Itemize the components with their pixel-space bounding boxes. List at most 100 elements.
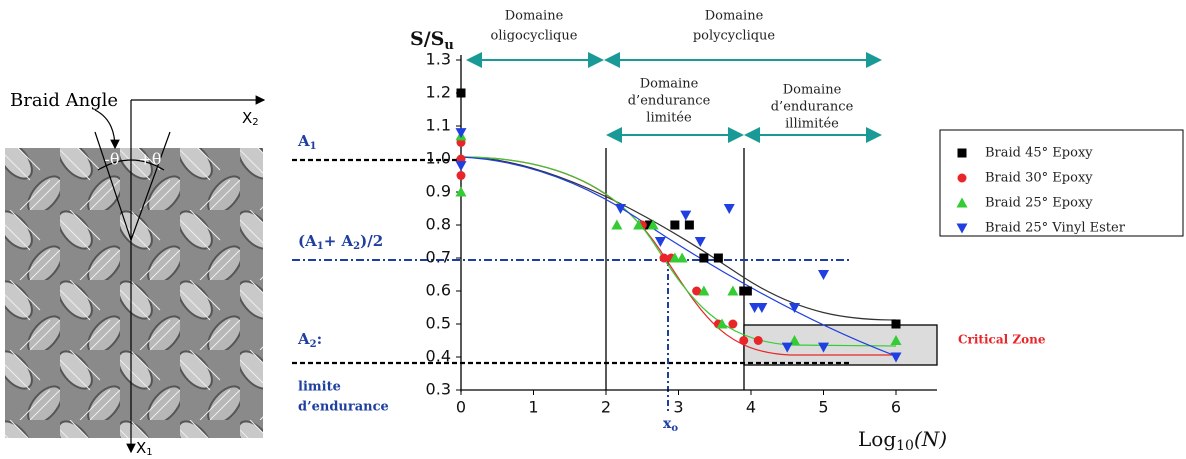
marker-triangle-down (890, 352, 902, 363)
marker-circle (659, 253, 669, 263)
legend-marker (956, 197, 968, 208)
marker-square (670, 220, 680, 230)
marker-circle (728, 319, 738, 329)
x-tick-label: 3 (673, 398, 683, 417)
poly-l1: Domaine (705, 9, 764, 24)
a1-sub: 1 (310, 141, 317, 152)
y-tick-label: 0.9 (426, 182, 451, 201)
y-tick-label: 1.3 (426, 50, 451, 69)
marker-triangle-up (890, 335, 902, 345)
marker-triangle-up (455, 186, 467, 197)
legend-label: Braid 45° Epoxy (985, 146, 1093, 161)
poly-l2: polycyclique (693, 29, 776, 44)
marker-triangle-up (727, 285, 739, 296)
oligo-l2: oligocyclique (491, 29, 578, 44)
x2-sub: 2 (252, 117, 258, 128)
legend-label: Braid 30° Epoxy (985, 171, 1093, 186)
x-tick-label: 5 (818, 398, 828, 417)
a2-label: A2: (297, 330, 322, 350)
marker-triangle-down (615, 204, 626, 214)
limited-l3: limitée (646, 111, 692, 126)
marker-square (891, 319, 901, 329)
mid-p4: )/2 (360, 232, 383, 250)
critical-zone-label: Critical Zone (958, 333, 1046, 347)
limit-l2: d’endurance (298, 400, 389, 415)
mid-p1: 1 (317, 241, 324, 252)
limited-l2: d’endurance (628, 94, 711, 109)
marker-triangle-down (756, 303, 768, 313)
x2-label: X2 (242, 109, 259, 129)
y-tick-label: 0.5 (426, 314, 451, 333)
a2-sub: 2 (310, 339, 317, 350)
a1-main: A (297, 132, 310, 150)
marker-triangle-up (669, 252, 681, 263)
y-label-sub: u (444, 38, 453, 53)
marker-triangle-up (647, 219, 659, 230)
braid-angle-label: Braid Angle (10, 90, 118, 111)
x-tick-label: 0 (456, 398, 466, 417)
oligo-l1: Domaine (505, 9, 564, 24)
x2-main: X (242, 109, 252, 127)
x-tick-label: 6 (891, 398, 901, 417)
a2-main: A (297, 330, 310, 348)
marker-circle (753, 336, 763, 345)
marker-square (684, 220, 694, 230)
x1-label: X1 (136, 439, 153, 459)
x-label-sub: 10 (896, 438, 914, 454)
marker-triangle-down (723, 204, 735, 214)
y-tick-label: 0.7 (426, 248, 451, 267)
marker-triangle-up (789, 335, 800, 345)
a2-colon: : (317, 330, 323, 348)
marker-triangle-up (676, 252, 688, 263)
unlimited-l2: d’endurance (771, 100, 854, 115)
x-axis-label: Log10(N) (858, 427, 947, 455)
marker-triangle-down (781, 342, 793, 353)
legend-label: Braid 25° Epoxy (985, 196, 1093, 211)
y-axis-label: S/Su (410, 28, 454, 53)
mid-p2: + A (324, 232, 354, 250)
y-tick-label: 1.0 (426, 149, 451, 168)
legend-marker (956, 223, 968, 234)
y-tick-label: 0.3 (426, 380, 451, 399)
minus-theta: -θ (104, 150, 119, 169)
marker-triangle-down (749, 303, 761, 313)
marker-triangle-down (818, 270, 829, 280)
y-tick-label: 0.8 (426, 215, 451, 234)
braid-image: Braid Angle X2 X1 -θ +θ (5, 90, 266, 459)
x-label-main: Log (858, 427, 896, 451)
legend-box (939, 129, 1184, 237)
marker-square (742, 286, 752, 296)
marker-triangle-up (698, 285, 710, 296)
marker-triangle-down (694, 237, 706, 247)
marker-triangle-down (455, 161, 467, 172)
mid-p3: 2 (353, 241, 360, 252)
marker-circle (456, 171, 466, 180)
x1-main: X (136, 439, 146, 457)
guides (292, 52, 938, 412)
unlimited-l3: illimitée (785, 117, 839, 132)
y-tick-label: 0.6 (426, 281, 451, 300)
y-tick-label: 0.4 (426, 347, 451, 366)
marker-triangle-down (455, 128, 467, 139)
annotations: Domaine oligocyclique Domaine polycycliq… (297, 9, 1046, 455)
xo-sub: o (671, 423, 678, 434)
x-label-tail: (N) (914, 427, 947, 451)
legend-marker (957, 148, 967, 158)
y-label-main: S/S (410, 28, 444, 50)
plus-theta: +θ (138, 150, 161, 169)
limited-l1: Domaine (640, 77, 699, 92)
x-tick-label: 1 (528, 398, 538, 417)
xo-main: x (663, 416, 672, 432)
marker-triangle-up (633, 219, 645, 230)
x-tick-label: 2 (601, 398, 611, 417)
legend-label: Braid 25° Vinyl Ester (985, 221, 1126, 236)
marker-circle (739, 336, 749, 345)
marker-triangle-up (716, 318, 728, 329)
marker-square (456, 88, 466, 98)
y-tick-label: 1.1 (426, 116, 451, 135)
plot: 0.3 0.4 0.5 0.6 0.7 0.8 0.9 1.0 1.1 1.2 1.3 0 1 2 3 4 5 6… (426, 50, 1126, 417)
y-tick-label: 1.2 (426, 83, 451, 102)
unlimited-l1: Domaine (783, 83, 842, 98)
marker-triangle-up (611, 219, 623, 230)
